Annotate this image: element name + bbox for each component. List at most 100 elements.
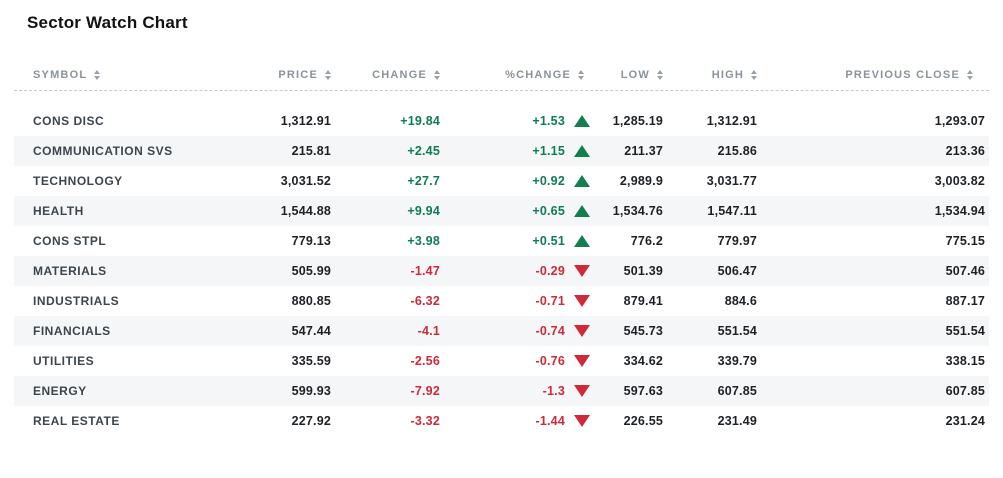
cell-price: 779.13	[291, 234, 331, 248]
column-header-symbol[interactable]: SYMBOL	[14, 69, 254, 81]
cell-symbol: HEALTH	[33, 204, 84, 218]
cell-low: 545.73	[623, 324, 663, 338]
sector-table: SYMBOL PRICE CHANGE %CHANGE LOW HIGH PREVIOUS …	[14, 59, 989, 436]
cell-high: 3,031.77	[706, 174, 757, 188]
cell-change: +2.45	[407, 144, 440, 158]
cell-low: 501.39	[623, 264, 663, 278]
cell-price: 215.81	[291, 144, 331, 158]
cell-pct_change: -0.29	[440, 264, 590, 278]
sort-up-triangle-icon	[325, 69, 331, 74]
cell-price: 1,312.91	[280, 114, 331, 128]
column-header-prev_close[interactable]: PREVIOUS CLOSE	[757, 69, 989, 81]
cell-change: +27.7	[407, 174, 440, 188]
sort-icon	[967, 69, 973, 80]
pct-change-value: +0.51	[532, 234, 565, 248]
column-header-high[interactable]: HIGH	[663, 69, 757, 81]
cell-low: 1,285.19	[612, 114, 663, 128]
table-row: UTILITIES 335.59 -2.56 -0.76 334.62 339.79 338…	[14, 346, 989, 376]
cell-change: -7.92	[410, 384, 440, 398]
cell-prev_close: 507.46	[945, 264, 985, 278]
column-header-price[interactable]: PRICE	[254, 69, 331, 81]
column-header-label: HIGH	[711, 68, 744, 81]
cell-high: 607.85	[717, 384, 757, 398]
cell-low: 226.55	[623, 414, 663, 428]
cell-prev_close: 3,003.82	[934, 174, 985, 188]
column-header-label: LOW	[620, 68, 650, 81]
cell-pct_change: -1.3	[440, 384, 590, 398]
pct-change-value: -0.74	[535, 324, 565, 338]
cell-high: 1,312.91	[706, 114, 757, 128]
cell-low: 879.41	[623, 294, 663, 308]
cell-symbol: TECHNOLOGY	[33, 174, 123, 188]
up-triangle-icon	[574, 205, 590, 217]
table-row: REAL ESTATE 227.92 -3.32 -1.44 226.55 231.49 2…	[14, 406, 989, 436]
cell-price: 335.59	[291, 354, 331, 368]
cell-change: -1.47	[410, 264, 440, 278]
column-header-label: PRICE	[278, 68, 318, 81]
cell-prev_close: 1,293.07	[934, 114, 985, 128]
table-row: INDUSTRIALS 880.85 -6.32 -0.71 879.41 884.6 88…	[14, 286, 989, 316]
table-row: MATERIALS 505.99 -1.47 -0.29 501.39 506.47 507…	[14, 256, 989, 286]
cell-symbol: CONS DISC	[33, 114, 105, 128]
cell-pct_change: -0.74	[440, 324, 590, 338]
sort-down-triangle-icon	[94, 75, 101, 80]
up-triangle-icon	[574, 115, 590, 127]
table-row: HEALTH 1,544.88 +9.94 +0.65 1,534.76 1,547.11…	[14, 196, 989, 226]
cell-change: -2.56	[410, 354, 440, 368]
table-row: COMMUNICATION SVS 215.81 +2.45 +1.15 211.37 2…	[14, 136, 989, 166]
pct-change-value: -0.71	[535, 294, 565, 308]
cell-pct_change: +1.53	[440, 114, 590, 128]
cell-low: 1,534.76	[612, 204, 663, 218]
table-header-row: SYMBOL PRICE CHANGE %CHANGE LOW HIGH PREVIOUS …	[14, 59, 989, 91]
cell-pct_change: +0.65	[440, 204, 590, 218]
up-triangle-icon	[574, 175, 590, 187]
cell-change: +9.94	[407, 204, 440, 218]
cell-price: 599.93	[291, 384, 331, 398]
down-triangle-icon	[574, 295, 590, 307]
table-row: TECHNOLOGY 3,031.52 +27.7 +0.92 2,989.9 3,031…	[14, 166, 989, 196]
cell-high: 884.6	[724, 294, 757, 308]
cell-high: 215.86	[717, 144, 757, 158]
cell-low: 211.37	[624, 144, 663, 158]
cell-change: +19.84	[400, 114, 440, 128]
sort-down-triangle-icon	[751, 75, 757, 80]
sort-up-triangle-icon	[751, 69, 757, 74]
cell-price: 227.92	[291, 414, 331, 428]
cell-pct_change: -0.71	[440, 294, 590, 308]
cell-prev_close: 887.17	[945, 294, 985, 308]
cell-low: 776.2	[630, 234, 663, 248]
up-triangle-icon	[574, 145, 590, 157]
cell-prev_close: 607.85	[945, 384, 985, 398]
sort-icon	[578, 69, 584, 80]
table-row: FINANCIALS 547.44 -4.1 -0.74 545.73 551.54 551…	[14, 316, 989, 346]
cell-prev_close: 1,534.94	[934, 204, 985, 218]
table-row: CONS STPL 779.13 +3.98 +0.51 776.2 779.97 775.…	[14, 226, 989, 256]
column-header-pct_change[interactable]: %CHANGE	[440, 69, 590, 81]
pct-change-value: -0.29	[535, 264, 565, 278]
cell-pct_change: -0.76	[440, 354, 590, 368]
column-header-label: CHANGE	[372, 68, 427, 81]
sector-watch-widget: Sector Watch Chart SYMBOL PRICE CHANGE %CHA…	[14, 13, 989, 436]
cell-symbol: INDUSTRIALS	[33, 294, 120, 308]
down-triangle-icon	[574, 385, 590, 397]
cell-price: 1,544.88	[280, 204, 331, 218]
cell-price: 3,031.52	[280, 174, 331, 188]
cell-symbol: COMMUNICATION SVS	[33, 144, 173, 158]
table-body: CONS DISC 1,312.91 +19.84 +1.53 1,285.19 1,31…	[14, 106, 989, 436]
sort-icon	[751, 69, 757, 80]
down-triangle-icon	[574, 355, 590, 367]
pct-change-value: -1.3	[542, 384, 565, 398]
column-header-change[interactable]: CHANGE	[331, 69, 440, 81]
pct-change-value: +1.53	[532, 114, 565, 128]
table-row: CONS DISC 1,312.91 +19.84 +1.53 1,285.19 1,31…	[14, 106, 989, 136]
cell-prev_close: 775.15	[945, 234, 985, 248]
column-header-label: %CHANGE	[505, 68, 571, 81]
sort-down-triangle-icon	[967, 75, 973, 80]
cell-high: 551.54	[717, 324, 757, 338]
sort-icon	[325, 69, 331, 80]
cell-price: 880.85	[291, 294, 331, 308]
down-triangle-icon	[574, 415, 590, 427]
column-header-low[interactable]: LOW	[590, 69, 663, 81]
sort-icon	[94, 69, 101, 80]
sort-icon	[434, 69, 440, 80]
